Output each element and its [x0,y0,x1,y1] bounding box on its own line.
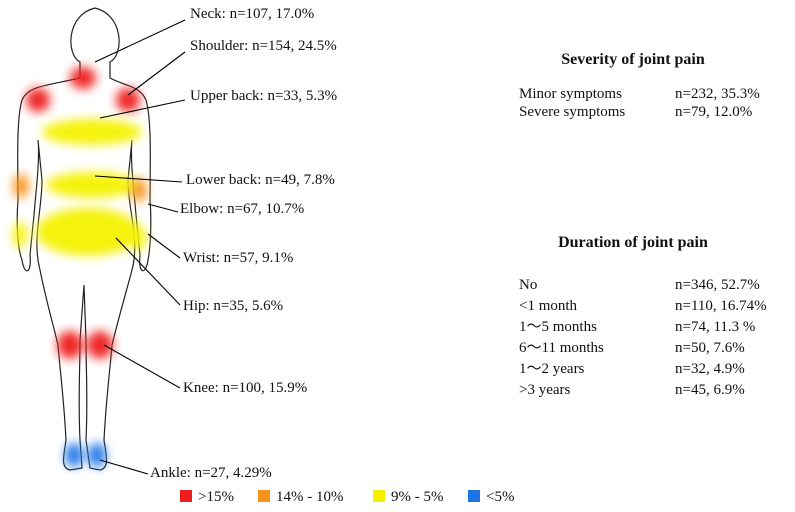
row-label: <1 month [519,298,578,314]
region-label: Hip: n=35, 5.6% [183,298,283,314]
heat-spot [132,225,146,251]
heat-spot [116,88,140,112]
table-title: Duration of joint pain [558,234,708,251]
body-figure [13,7,152,471]
row-label: 6～11 months [519,340,604,356]
heat-spot [26,88,50,112]
row-label: No [519,277,537,293]
row-value: n=45, 6.9% [675,382,745,398]
legend-swatch [468,490,480,502]
region-labels: Neck: n=107, 17.0% Shoulder: n=154, 24.5%… [150,6,337,481]
row-value: n=50, 7.6% [675,340,745,356]
legend-label: 9% - 5% [391,489,444,505]
region-label: Elbow: n=67, 10.7% [180,201,304,217]
row-value: n=79, 12.0% [675,104,752,120]
tables: Severity of joint pain Minor symptoms n=23… [519,51,767,398]
region-label: Shoulder: n=154, 24.5% [190,38,337,54]
row-label: Severe symptoms [519,104,625,120]
region-label: Ankle: n=27, 4.29% [150,465,272,481]
legend-label: <5% [486,489,514,505]
region-label: Wrist: n=57, 9.1% [183,250,293,266]
region-label: Upper back: n=33, 5.3% [190,88,337,104]
row-label: 1～5 months [519,319,597,335]
region-label: Lower back: n=49, 7.8% [186,172,335,188]
row-label: 1～2 years [519,361,585,377]
legend-label: >15% [198,489,234,505]
heat-spot [88,443,106,467]
row-value: n=232, 35.3% [675,86,760,102]
legend-swatch [180,490,192,502]
legend-label: 14% - 10% [276,489,344,505]
heat-spot [13,174,29,198]
row-value: n=74, 11.3 % [675,319,755,335]
region-label: Knee: n=100, 15.9% [183,380,307,396]
heat-spot [13,222,27,248]
region-label: Neck: n=107, 17.0% [190,6,314,22]
heat-spot [70,67,96,89]
legend-swatch [258,490,270,502]
heat-spot [42,119,142,145]
legend: >15% 14% - 10% 9% - 5% <5% [180,489,514,505]
heat-spot [131,178,147,202]
table-title: Severity of joint pain [561,51,705,68]
legend-swatch [373,490,385,502]
row-value: n=32, 4.9% [675,361,745,377]
row-label: >3 years [519,382,571,398]
heat-spot [57,331,83,359]
heat-spot [65,443,83,467]
heat-spot [87,331,113,359]
row-label: Minor symptoms [519,86,622,102]
leader-lines [94,19,186,475]
row-value: n=110, 16.74% [675,298,767,314]
heat-spot [46,172,138,198]
heat-spot [36,208,140,256]
row-value: n=346, 52.7% [675,277,760,293]
